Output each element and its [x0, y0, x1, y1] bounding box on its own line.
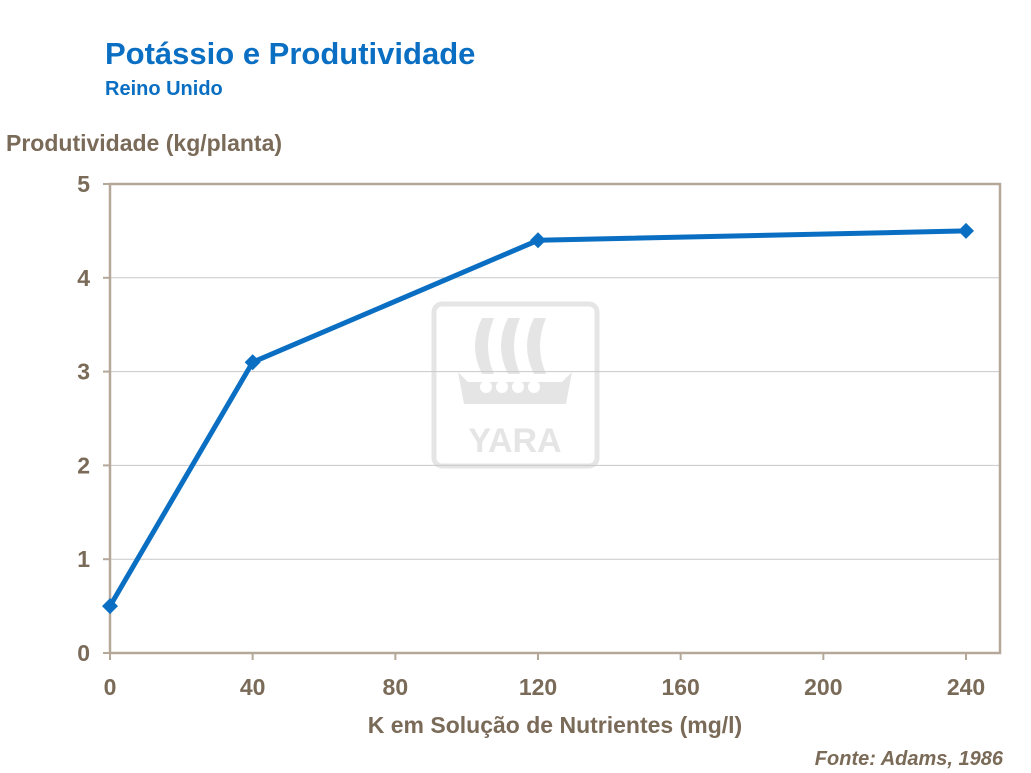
- x-tick-label: 0: [104, 674, 117, 700]
- x-tick-label: 160: [661, 674, 699, 700]
- x-tick-label: 80: [383, 674, 409, 700]
- yara-watermark: YARA: [431, 301, 600, 469]
- source-note: Fonte: Adams, 1986: [814, 748, 1003, 770]
- y-tick-label: 0: [77, 640, 90, 666]
- plot-frame: [108, 182, 1002, 655]
- x-tick-label: 240: [947, 674, 985, 700]
- data-point: [530, 232, 546, 249]
- watermark-text: YARA: [468, 422, 561, 460]
- y-axis-label: Produtividade (kg/planta): [6, 130, 283, 156]
- y-tick-label: 4: [77, 265, 90, 291]
- chart-title: Potássio e Produtividade: [105, 36, 476, 71]
- chart-subtitle: Reino Unido: [105, 78, 223, 100]
- data-point: [244, 354, 261, 371]
- y-tick-label: 2: [77, 452, 90, 478]
- data-point: [102, 598, 118, 615]
- data-point: [958, 222, 974, 239]
- y-tick-label: 5: [77, 171, 90, 197]
- x-axis-label: K em Solução de Nutrientes (mg/l): [367, 712, 743, 738]
- x-tick-label: 40: [240, 674, 266, 700]
- x-tick-label: 120: [519, 674, 557, 700]
- y-tick-label: 3: [77, 359, 90, 385]
- x-tick-label: 200: [804, 674, 842, 700]
- series-line: [107, 228, 967, 608]
- y-tick-label: 1: [77, 546, 90, 572]
